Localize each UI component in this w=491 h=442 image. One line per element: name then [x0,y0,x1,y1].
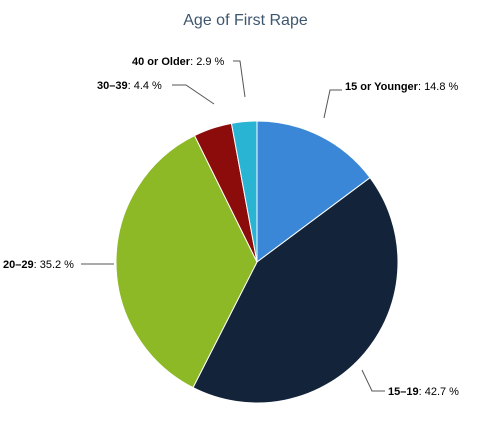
pie-slice-1[interactable] [192,176,399,404]
connector-line-3 [172,84,215,105]
slice-label-0: 15 or Younger: 14.8 % [345,81,459,93]
slice-value-3: : 4.4 % [128,80,162,92]
slice-category-1: 15–19 [388,386,419,398]
chart-title: Age of First Rape [183,12,308,29]
pie-slice-2[interactable] [115,134,258,389]
slice-label-1: 15–19: 42.7 % [388,386,459,398]
slice-category-4: 40 or Older [132,56,191,68]
pie-slice-4[interactable] [230,120,258,263]
connector-line-1 [361,369,385,392]
connector-line-0 [323,89,342,119]
connector-line-4 [233,60,246,98]
slice-label-3: 30–39: 4.4 % [97,80,162,92]
slice-value-4: : 2.9 % [190,56,224,68]
pie-slice-0[interactable] [256,120,371,263]
slice-value-0: : 14.8 % [418,81,459,93]
slice-value-2: : 35.2 % [34,259,75,271]
slice-value-1: : 42.7 % [419,386,460,398]
slice-category-2: 20–29 [3,259,34,271]
slice-category-0: 15 or Younger [345,81,419,93]
slice-label-4: 40 or Older: 2.9 % [132,56,225,68]
slice-label-2: 20–29: 35.2 % [3,259,74,271]
slice-category-3: 30–39 [97,80,128,92]
